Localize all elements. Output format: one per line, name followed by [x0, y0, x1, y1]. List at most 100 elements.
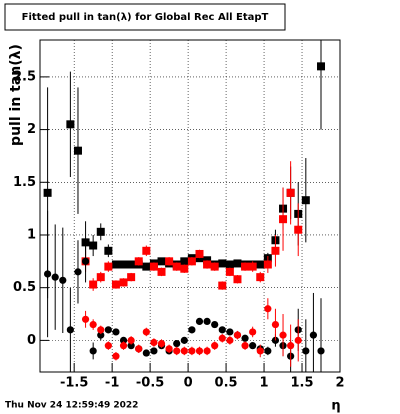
marker [89, 241, 98, 250]
marker [301, 196, 310, 205]
marker [233, 331, 242, 339]
y-tick-label: 2 [27, 122, 36, 137]
y-tick-label: 0.5 [13, 280, 36, 295]
marker [264, 347, 272, 355]
marker [97, 326, 105, 334]
marker [286, 188, 295, 197]
marker [248, 262, 257, 271]
marker [111, 280, 120, 289]
marker [150, 347, 158, 355]
marker [157, 257, 166, 266]
marker [225, 267, 234, 276]
frame [39, 39, 341, 373]
marker [233, 259, 242, 268]
marker [218, 334, 226, 342]
marker [226, 336, 234, 344]
marker [195, 254, 204, 263]
marker [89, 280, 98, 289]
marker [142, 246, 151, 255]
marker [195, 249, 204, 258]
chart-title: Fitted pull in tan(λ) for Global Rec All… [22, 12, 269, 23]
x-tick-label: 0.5 [215, 376, 238, 391]
x-axis-label: η [331, 399, 340, 414]
marker [165, 257, 174, 266]
x-tick-label: 1 [260, 376, 269, 391]
marker [294, 225, 303, 234]
marker [211, 320, 219, 329]
marker [287, 342, 295, 350]
marker [66, 326, 74, 334]
marker [51, 273, 59, 281]
plot-area [40, 40, 341, 372]
marker [96, 227, 105, 236]
marker [119, 336, 128, 344]
marker [317, 62, 326, 71]
marker [119, 260, 128, 269]
marker [279, 331, 287, 339]
marker [263, 260, 272, 269]
marker [279, 215, 288, 224]
marker [203, 347, 211, 355]
y-tick-label: 1.5 [13, 175, 36, 190]
marker [195, 317, 204, 326]
marker [256, 273, 265, 282]
marker [149, 262, 158, 271]
marker [203, 317, 211, 326]
x-tick-label: -1.5 [60, 376, 88, 391]
marker [180, 347, 188, 355]
marker [97, 331, 105, 339]
marker [195, 347, 204, 355]
marker [165, 345, 173, 353]
marker [249, 328, 257, 336]
marker [218, 259, 227, 268]
marker [135, 345, 143, 353]
y-tick-label: 2.5 [13, 69, 36, 84]
marker [89, 320, 97, 329]
marker [264, 305, 272, 313]
marker [89, 347, 97, 355]
marker [127, 336, 135, 344]
marker [180, 264, 189, 273]
marker [142, 328, 150, 336]
marker [81, 257, 90, 265]
marker [127, 260, 136, 269]
x-tick-label: 1.5 [291, 376, 314, 391]
marker [112, 328, 120, 336]
title-box [4, 3, 286, 31]
marker [241, 262, 250, 271]
marker [43, 188, 52, 197]
marker [173, 347, 181, 355]
marker [218, 326, 226, 334]
x-tick-label: -0.5 [136, 376, 164, 391]
marker [256, 260, 265, 269]
marker [256, 347, 264, 355]
marker [59, 276, 67, 284]
marker [73, 146, 82, 155]
marker [104, 262, 113, 271]
y-axis-label: pull in tan(λ) [8, 44, 24, 146]
marker [294, 336, 302, 344]
marker [225, 260, 234, 269]
marker [249, 342, 257, 350]
marker [157, 267, 166, 276]
marker [66, 120, 75, 129]
marker [172, 262, 181, 271]
marker [111, 260, 120, 269]
marker [210, 262, 219, 271]
marker [150, 338, 158, 347]
marker [104, 246, 113, 255]
marker [180, 257, 189, 266]
marker [271, 246, 280, 255]
marker [119, 342, 128, 350]
marker [187, 257, 196, 266]
marker [226, 328, 234, 336]
marker [233, 275, 242, 284]
marker [218, 281, 227, 290]
marker [188, 326, 196, 334]
y-tick-label: 0 [27, 333, 36, 348]
marker [96, 273, 105, 282]
marker [142, 349, 150, 357]
marker [203, 260, 212, 269]
